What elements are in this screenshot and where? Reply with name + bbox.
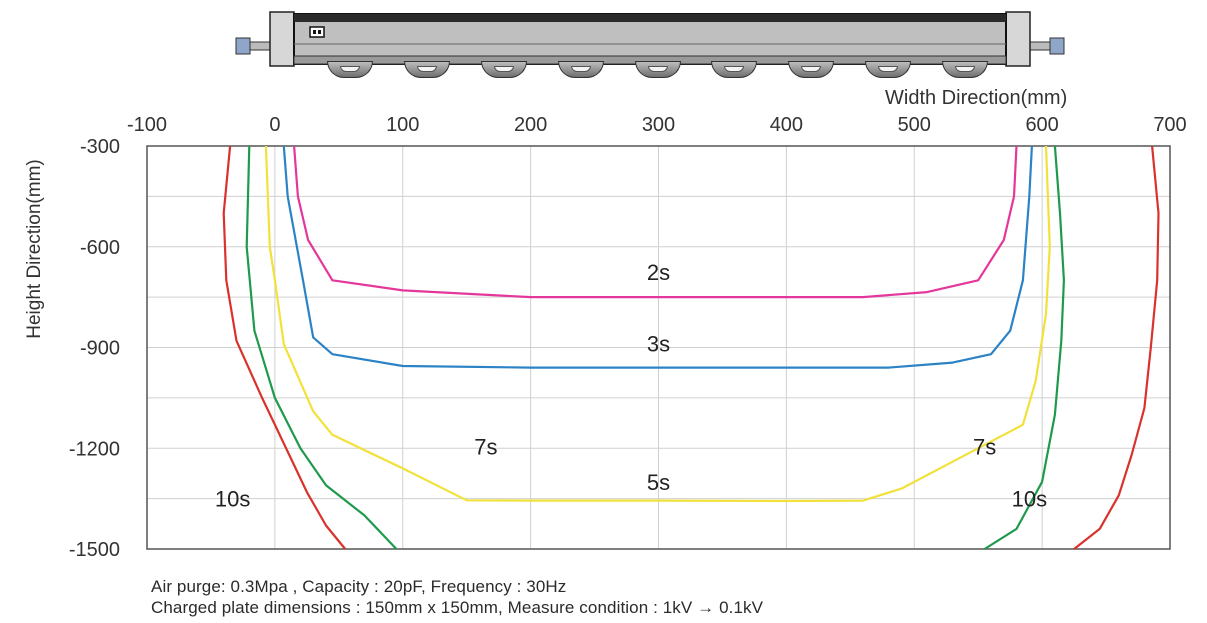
y-tick-label: -600 [80,237,120,259]
x-tick-label: -100 [127,114,167,136]
series-label-10s: 10s [1012,487,1047,512]
x-tick-label: 600 [1025,114,1058,136]
series-label-10s: 10s [215,487,250,512]
y-tick-label: -1500 [69,539,120,561]
plot-frame [146,145,1171,550]
x-tick-label: 100 [386,114,419,136]
series-line-10s [222,145,347,550]
y-axis-title: Height Direction(mm) [24,159,45,339]
series-line-5s [264,145,1051,503]
series-label-7s: 7s [973,435,996,460]
series-line-2s [293,145,1018,299]
y-tick-label: -1200 [69,438,120,460]
series-line-10s [1073,145,1160,550]
series-label-7s: 7s [474,435,497,460]
x-tick-label: 0 [269,114,280,136]
y-tick-label: -300 [80,136,120,158]
series-line-3s [282,145,1033,369]
x-tick-label: 300 [642,114,675,136]
nozzle-3 [480,61,527,78]
test-conditions-line-2: Charged plate dimensions : 150mm x 150mm… [151,598,764,617]
x-tick-label: 700 [1153,114,1186,136]
series-label-2s: 2s [647,260,670,285]
series-label-3s: 3s [647,331,670,356]
y-tick-label: -900 [80,338,120,360]
x-axis-title: Width Direction(mm) [885,87,1068,109]
series-line-7s [984,145,1065,550]
series-line-7s [245,145,398,550]
test-conditions-line-1: Air purge: 0.3Mpa , Capacity : 20pF, Fre… [151,577,567,596]
nozzle-7 [788,61,835,78]
ionizer-bar-drawing [235,11,1065,67]
x-tick-label: 200 [514,114,547,136]
x-tick-label: 500 [898,114,931,136]
x-tick-label: 400 [770,114,803,136]
series-label-5s: 5s [647,470,670,495]
nozzle-9 [942,61,988,78]
ionizer-bar-image [230,4,1070,84]
